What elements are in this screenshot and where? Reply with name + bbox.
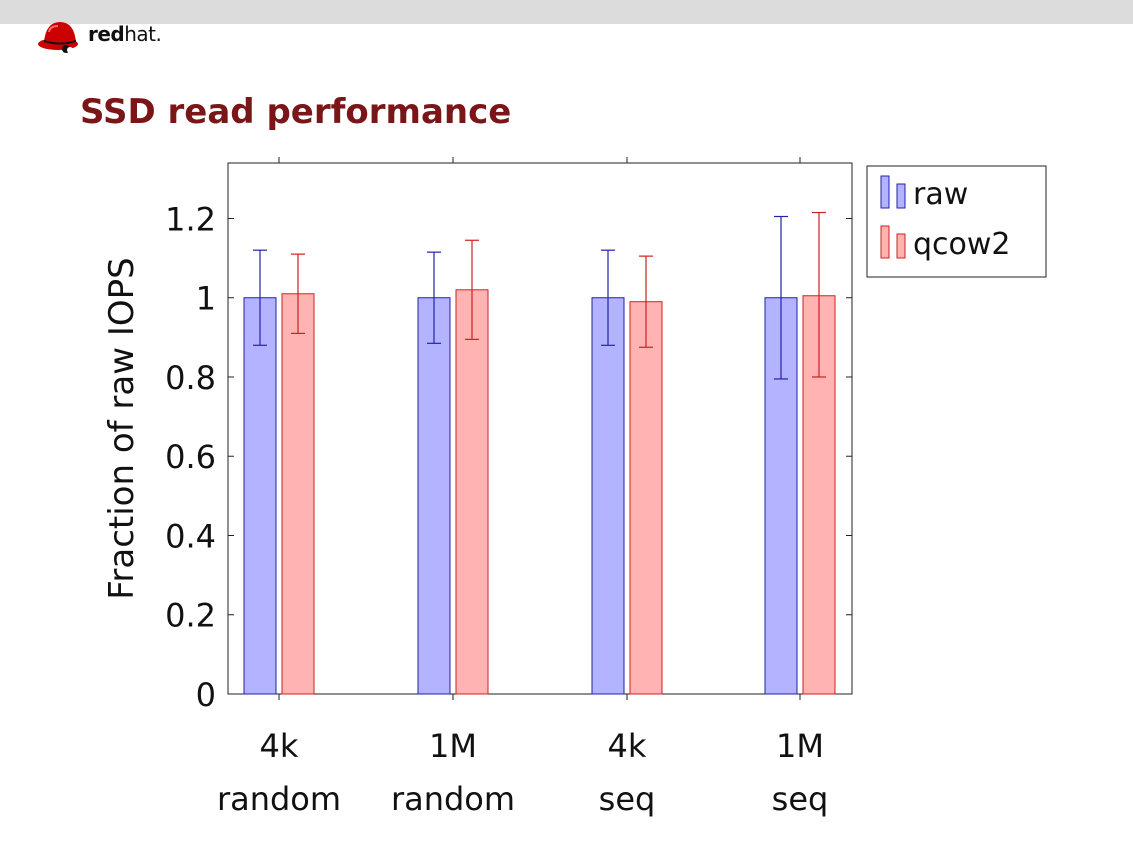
bar-qcow2 bbox=[629, 301, 663, 695]
brand-bold-text: red bbox=[88, 22, 125, 46]
x-tick-label: 1M bbox=[429, 727, 477, 765]
page-title: SSD read performance bbox=[80, 92, 512, 132]
legend-swatch-raw-2 bbox=[896, 183, 906, 209]
bar-raw bbox=[591, 297, 625, 695]
legend-label: raw bbox=[913, 177, 968, 212]
plot-frame bbox=[227, 162, 853, 695]
bar-qcow2 bbox=[281, 293, 315, 695]
x-tick-label: seq bbox=[599, 780, 656, 818]
x-tick-label: 4k bbox=[260, 727, 299, 765]
redhat-shadowman-logo-icon bbox=[38, 22, 78, 53]
redhat-logo: redhat. bbox=[36, 14, 162, 54]
brand-regular-text: hat. bbox=[124, 22, 162, 46]
y-tick-label: 0.4 bbox=[165, 517, 216, 555]
y-tick-label: 0 bbox=[196, 676, 216, 714]
x-tick-label: 1M bbox=[776, 727, 824, 765]
legend-label: qcow2 bbox=[913, 227, 1011, 262]
x-tick-label: random bbox=[217, 780, 341, 818]
redhat-wordmark: redhat. bbox=[88, 22, 162, 46]
y-tick-label: 0.8 bbox=[165, 359, 216, 397]
y-tick-label: 1 bbox=[196, 280, 216, 318]
legend-swatch-qcow2 bbox=[880, 225, 890, 259]
x-tick-label: random bbox=[391, 780, 515, 818]
x-tick-label: 4k bbox=[608, 727, 647, 765]
top-band bbox=[0, 0, 1133, 24]
legend-swatch-qcow2-2 bbox=[896, 233, 906, 259]
y-tick-label: 0.6 bbox=[165, 438, 216, 476]
bar-raw bbox=[243, 297, 277, 695]
y-axis-label: Fraction of raw IOPS bbox=[102, 257, 142, 599]
bar-raw bbox=[417, 297, 451, 695]
y-tick-label: 1.2 bbox=[165, 200, 216, 238]
bar-qcow2 bbox=[455, 289, 489, 695]
legend-swatch-raw bbox=[880, 175, 890, 209]
y-tick-label: 0.2 bbox=[165, 597, 216, 635]
x-tick-label: seq bbox=[772, 780, 829, 818]
